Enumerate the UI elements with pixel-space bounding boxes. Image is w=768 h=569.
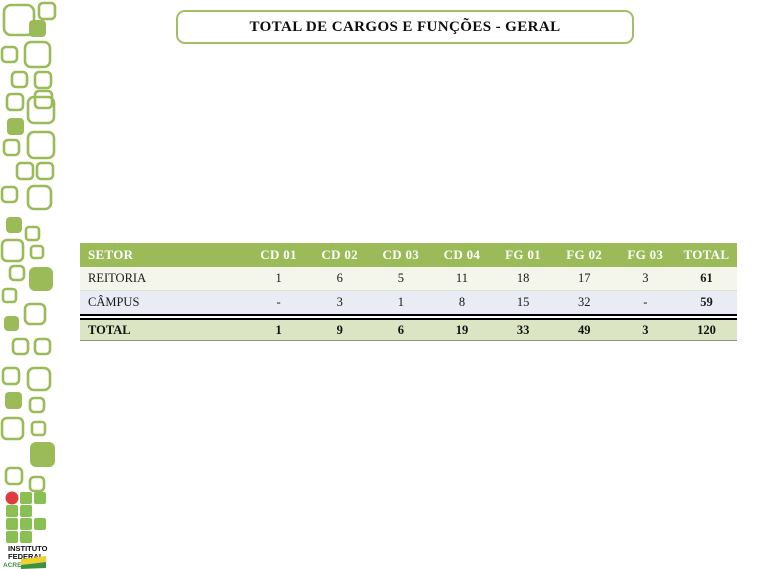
title-box: TOTAL DE CARGOS E FUNÇÕES - GERAL — [176, 10, 634, 44]
table-header-row: SETOR CD 01 CD 02 CD 03 CD 04 FG 01 FG 0… — [80, 243, 737, 267]
table-row-reitoria: REITORIA 1 6 5 11 18 17 3 61 — [80, 267, 737, 291]
total-value-cell: 6 — [397, 323, 404, 337]
logo-red-dot-icon — [5, 491, 19, 505]
value-cell: 17 — [577, 271, 591, 285]
value-cell: - — [276, 295, 281, 309]
column-header: CD 03 — [382, 247, 420, 262]
double-rule — [80, 314, 737, 320]
grand-total-cell: 120 — [697, 323, 716, 337]
column-header: CD 04 — [443, 247, 481, 262]
total-row-label: TOTAL — [88, 323, 131, 337]
column-header: CD 02 — [321, 247, 358, 262]
ifac-logo: INSTITUTO FEDERAL ACRE — [3, 491, 48, 569]
logo-text-federal: FEDERAL — [8, 552, 44, 561]
cargos-funcoes-table: SETOR CD 01 CD 02 CD 03 CD 04 FG 01 FG 0… — [80, 243, 737, 341]
page-title: TOTAL DE CARGOS E FUNÇÕES - GERAL — [249, 18, 561, 35]
column-header-setor: SETOR — [88, 247, 134, 262]
column-header: CD 01 — [260, 247, 297, 262]
total-value-cell: 1 — [275, 323, 282, 337]
sidebar-graphic: INSTITUTO FEDERAL ACRE — [0, 1, 57, 569]
table-total-row: TOTAL 1 9 6 19 33 49 3 120 — [80, 320, 737, 341]
column-header-total: TOTAL — [683, 247, 730, 262]
row-label: REITORIA — [88, 271, 147, 285]
value-cell: - — [643, 295, 648, 309]
value-cell: 6 — [336, 271, 343, 285]
total-value-cell: 9 — [336, 323, 343, 337]
row-total-cell: 61 — [700, 271, 713, 285]
logo-squares-icon — [6, 492, 46, 543]
total-value-cell: 3 — [642, 323, 649, 337]
table-row-campus: CÂMPUS - 3 1 8 15 32 - 59 — [80, 291, 737, 314]
column-header: FG 01 — [505, 247, 541, 262]
total-value-cell: 33 — [516, 323, 530, 337]
logo-text-acre: ACRE — [3, 562, 22, 569]
total-value-cell: 19 — [455, 323, 469, 337]
row-label: CÂMPUS — [88, 295, 140, 309]
value-cell: 1 — [397, 295, 404, 309]
column-header: FG 03 — [627, 247, 664, 262]
value-cell: 3 — [336, 295, 343, 309]
column-header: FG 02 — [566, 247, 603, 262]
value-cell: 15 — [516, 295, 530, 309]
total-value-cell: 49 — [577, 323, 591, 337]
decorative-squares — [0, 1, 57, 493]
value-cell: 1 — [275, 271, 282, 285]
decorative-sidebar: INSTITUTO FEDERAL ACRE — [0, 0, 80, 569]
acre-flag-icon — [21, 556, 46, 569]
value-cell: 5 — [397, 271, 404, 285]
value-cell: 18 — [516, 271, 530, 285]
decorative-squares-filled — [4, 20, 55, 467]
value-cell: 32 — [577, 295, 591, 309]
logo-text-instituto: INSTITUTO — [8, 544, 48, 553]
value-cell: 3 — [642, 271, 649, 285]
value-cell: 8 — [458, 295, 466, 309]
value-cell: 11 — [455, 271, 468, 285]
row-total-cell: 59 — [700, 295, 713, 309]
